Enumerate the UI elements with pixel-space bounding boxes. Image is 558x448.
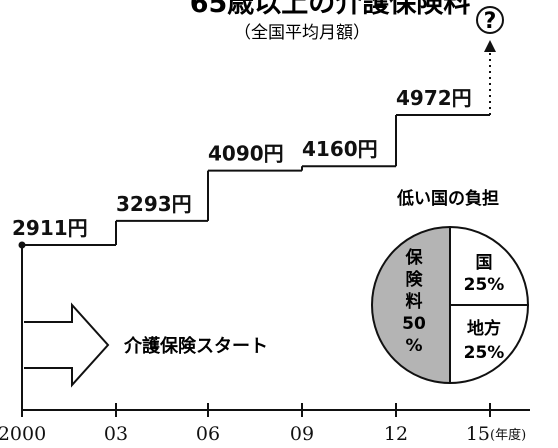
pie-slice-local <box>449 304 530 385</box>
pie-label-premium-char: 料 <box>406 291 423 312</box>
chart-subtitle: （全国平均月額） <box>234 23 370 43</box>
value-label: 2911円 <box>12 216 88 240</box>
start-arrow-icon <box>24 302 110 388</box>
start-annotation-label: 介護保険スタート <box>123 335 268 357</box>
pie-label-premium-char: 険 <box>406 269 424 290</box>
pie-value-local: 25% <box>464 343 505 363</box>
x-tick-label: 03 <box>104 423 128 445</box>
start-annotation: 介護保険スタート <box>24 302 268 388</box>
pie-slice-national <box>449 225 530 306</box>
future-value-label: ? <box>484 9 497 34</box>
pie-slice-premium <box>371 225 451 385</box>
question-circle-icon <box>476 6 504 34</box>
future-marker: ? <box>476 6 504 115</box>
step-line-layer <box>18 114 490 410</box>
pie-label-premium-char: 保 <box>405 247 424 268</box>
pie-value-national: 25% <box>464 275 505 295</box>
value-label: 4160円 <box>302 137 378 161</box>
value-label: 4972円 <box>396 86 472 110</box>
x-tick-layer: 2000 03 06 09 12 15 (年度) <box>0 403 526 445</box>
arrow-up-icon <box>484 40 496 52</box>
x-tick-label: 2000 <box>0 423 46 445</box>
value-label: 4090円 <box>208 142 284 166</box>
chart-title: 65歳以上の介護保険料 <box>190 0 471 19</box>
x-tick-label: 12 <box>384 423 408 445</box>
value-label: 3293円 <box>116 192 192 216</box>
x-tick-label: 09 <box>290 423 314 445</box>
pie-title: 低い国の負担 <box>396 188 499 209</box>
pie-value-premium: 50 <box>402 314 426 334</box>
pie-label-national: 国 <box>476 253 493 273</box>
value-label-layer: 2911円 3293円 4090円 4160円 4972円 <box>12 86 472 240</box>
x-axis-unit-label: (年度) <box>490 427 526 443</box>
x-tick-label: 06 <box>196 423 220 445</box>
x-tick-label: 15 <box>466 423 490 445</box>
pie-percent-sign: % <box>405 336 422 356</box>
pie-label-local: 地方 <box>467 318 501 339</box>
